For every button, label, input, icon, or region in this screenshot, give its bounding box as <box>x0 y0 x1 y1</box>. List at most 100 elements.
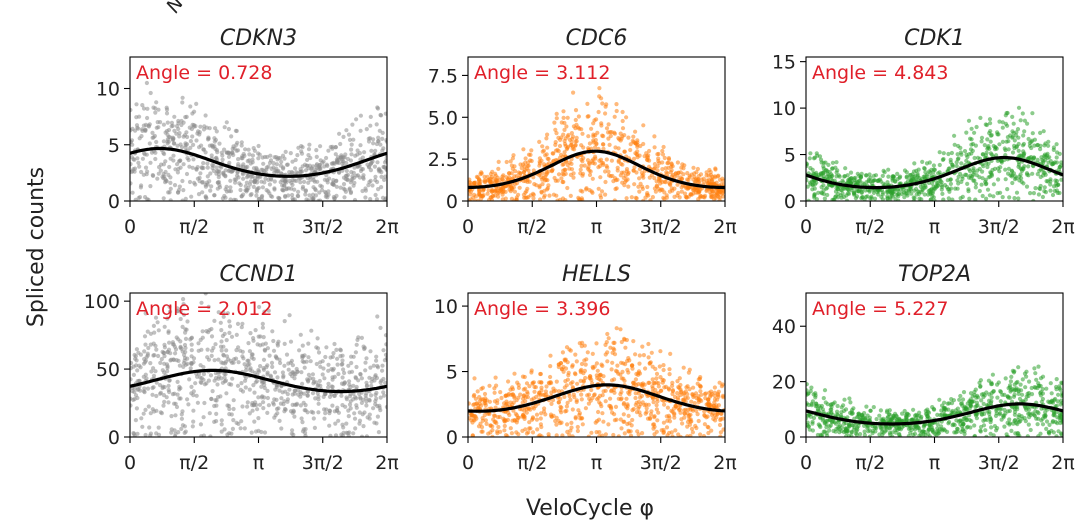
scatter-point <box>179 426 184 431</box>
scatter-point <box>691 165 696 170</box>
scatter-point <box>239 419 244 424</box>
scatter-point <box>718 417 723 423</box>
scatter-point <box>952 142 957 147</box>
scatter-point <box>339 381 345 386</box>
x-axis-label: VeloCycle φ <box>526 496 654 521</box>
scatter-point <box>362 345 367 350</box>
scatter-point <box>306 147 312 152</box>
scatter-point <box>307 142 312 147</box>
scatter-point <box>580 131 585 136</box>
scatter-point <box>548 353 553 358</box>
scatter-point <box>316 401 321 406</box>
scatter-point <box>143 342 148 347</box>
scatter-point <box>176 188 181 193</box>
scatter-point <box>498 187 504 192</box>
scatter-point <box>661 378 666 383</box>
scatter-point <box>582 163 587 168</box>
scatter-point <box>636 369 642 374</box>
scatter-point <box>515 418 520 423</box>
scatter-point <box>374 354 379 359</box>
scatter-point <box>506 393 511 398</box>
scatter-point <box>189 348 194 353</box>
scatter-point <box>719 182 724 187</box>
scatter-point <box>550 398 556 403</box>
scatter-point <box>156 125 161 130</box>
scatter-point <box>201 415 206 420</box>
scatter-point <box>937 150 942 155</box>
scatter-point <box>340 361 345 367</box>
scatter-point <box>565 162 570 168</box>
scatter-point <box>834 160 839 165</box>
scatter-point <box>312 425 317 430</box>
scatter-point <box>916 167 921 172</box>
scatter-point <box>242 426 247 431</box>
scatter-point <box>247 367 253 372</box>
scatter-point <box>384 138 387 143</box>
scatter-point <box>988 121 993 126</box>
scatter-point <box>696 377 701 382</box>
scatter-point <box>628 433 634 437</box>
scatter-point <box>198 422 203 427</box>
scatter-point <box>926 192 931 197</box>
fit-curve <box>467 383 726 413</box>
scatter-point <box>1031 191 1036 196</box>
scatter-point <box>547 193 552 198</box>
scatter-point <box>205 165 210 170</box>
scatter-point <box>145 351 150 356</box>
scatter-point <box>373 178 378 183</box>
scatter-point <box>358 372 363 377</box>
scatter-point <box>160 385 165 391</box>
scatter-point <box>955 152 960 157</box>
scatter-point <box>144 80 149 86</box>
scatter-point <box>228 189 234 194</box>
scatter-point <box>812 193 817 199</box>
scatter-point <box>690 392 695 397</box>
scatter-point <box>149 150 155 155</box>
scatter-point <box>227 330 232 335</box>
scatter-point <box>1000 195 1005 200</box>
scatter-point <box>151 105 156 110</box>
scatter-point <box>637 353 642 358</box>
scatter-point <box>340 161 345 166</box>
scatter-point <box>1054 434 1059 437</box>
scatter-point <box>183 327 188 332</box>
scatter-point <box>529 370 534 375</box>
scatter-point <box>265 395 270 401</box>
y-tick-label: 0 <box>784 191 796 213</box>
scatter-point <box>608 404 613 409</box>
scatter-point <box>222 147 227 152</box>
scatter-point <box>165 120 170 125</box>
scatter-point <box>557 155 563 160</box>
scatter-point <box>241 176 246 181</box>
scatter-point <box>294 170 299 175</box>
scatter-point <box>855 189 860 194</box>
scatter-point <box>368 123 373 128</box>
scatter-point <box>506 410 511 415</box>
scatter-point <box>544 136 549 141</box>
scatter-point <box>180 198 185 201</box>
scatter-point <box>215 395 221 400</box>
scatter-point <box>199 143 204 148</box>
scatter-point <box>130 190 135 195</box>
scatter-point <box>996 166 1001 171</box>
scatter-point <box>872 178 877 183</box>
scatter-point <box>373 374 378 379</box>
scatter-point <box>200 335 205 340</box>
scatter-point <box>538 371 544 377</box>
scatter-point <box>830 166 835 171</box>
scatter-point <box>274 162 279 167</box>
scatter-point <box>845 191 851 196</box>
scatter-point <box>1014 130 1019 135</box>
scatter-point <box>618 327 623 332</box>
scatter-point <box>604 157 609 162</box>
scatter-point <box>215 180 220 185</box>
scatter-point <box>219 150 224 155</box>
scatter-point <box>637 176 642 181</box>
scatter-point <box>662 196 667 201</box>
scatter-point <box>551 192 557 197</box>
scatter-point <box>158 410 163 415</box>
scatter-point <box>603 352 608 357</box>
scatter-point <box>374 122 379 127</box>
scatter-point <box>187 164 192 169</box>
scatter-point <box>922 166 927 171</box>
